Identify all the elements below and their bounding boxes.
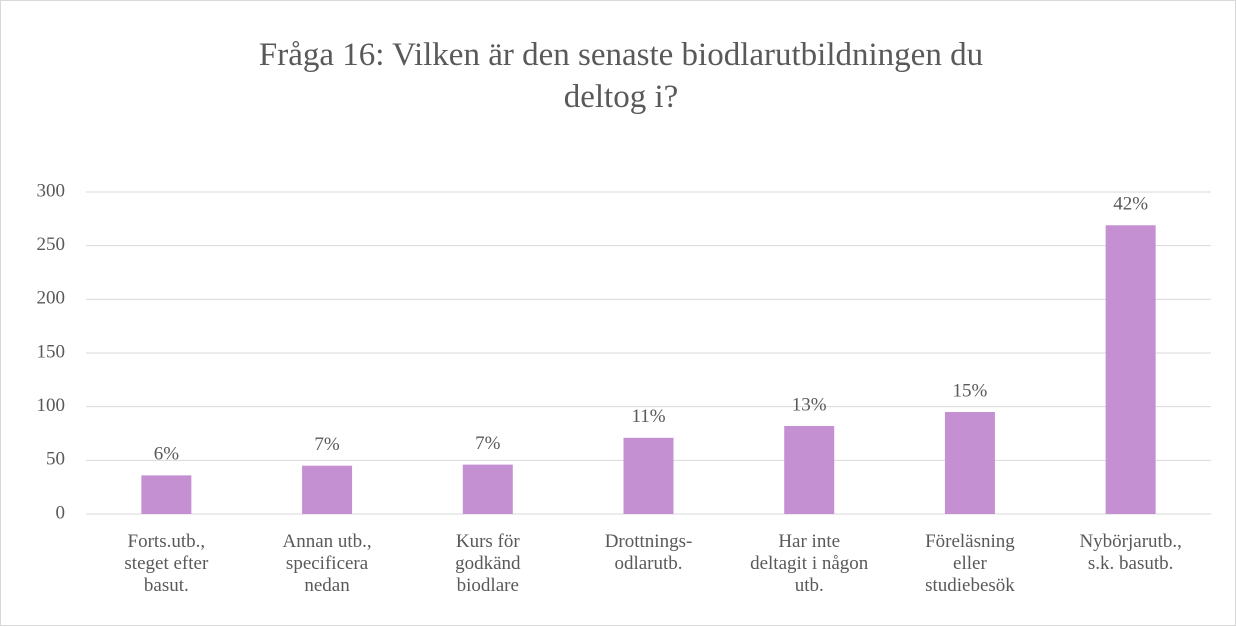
data-label: 7%	[475, 433, 501, 454]
x-tick-label: Forts.utb., steget efter basut.	[124, 531, 209, 596]
data-label: 42%	[1113, 194, 1148, 215]
data-label: 11%	[631, 406, 665, 427]
y-tick-label: 100	[37, 395, 66, 416]
y-tick-label: 150	[37, 341, 66, 362]
chart-title: Fråga 16: Vilken är den senaste biodlaru…	[258, 37, 984, 115]
x-tick-label: Kurs för godkänd biodlare	[455, 531, 521, 596]
data-label: 6%	[154, 444, 180, 465]
x-tick-label: Nybörjarutb., s.k. basutb.	[1079, 531, 1182, 574]
y-tick-label: 300	[37, 180, 66, 201]
data-label: 15%	[953, 380, 988, 401]
bar	[462, 464, 513, 514]
bar	[623, 437, 674, 514]
x-tick-label: Föreläsning eller studiebesök	[925, 531, 1015, 596]
bar	[1105, 225, 1156, 515]
bar	[944, 412, 995, 514]
y-tick-label: 0	[56, 502, 66, 523]
y-tick-label: 250	[37, 234, 66, 255]
y-tick-label: 50	[46, 449, 65, 470]
bar	[784, 425, 835, 514]
data-label: 13%	[792, 394, 827, 415]
bar	[141, 475, 192, 514]
x-tick-label: Annan utb., specificera nedan	[282, 531, 372, 596]
y-tick-label: 200	[37, 288, 66, 309]
x-tick-label: Drottnings- odlarutb.	[604, 531, 693, 574]
x-tick-label: Har inte deltagit i någon utb.	[750, 531, 869, 596]
data-label: 7%	[314, 434, 340, 455]
bar	[302, 465, 353, 514]
